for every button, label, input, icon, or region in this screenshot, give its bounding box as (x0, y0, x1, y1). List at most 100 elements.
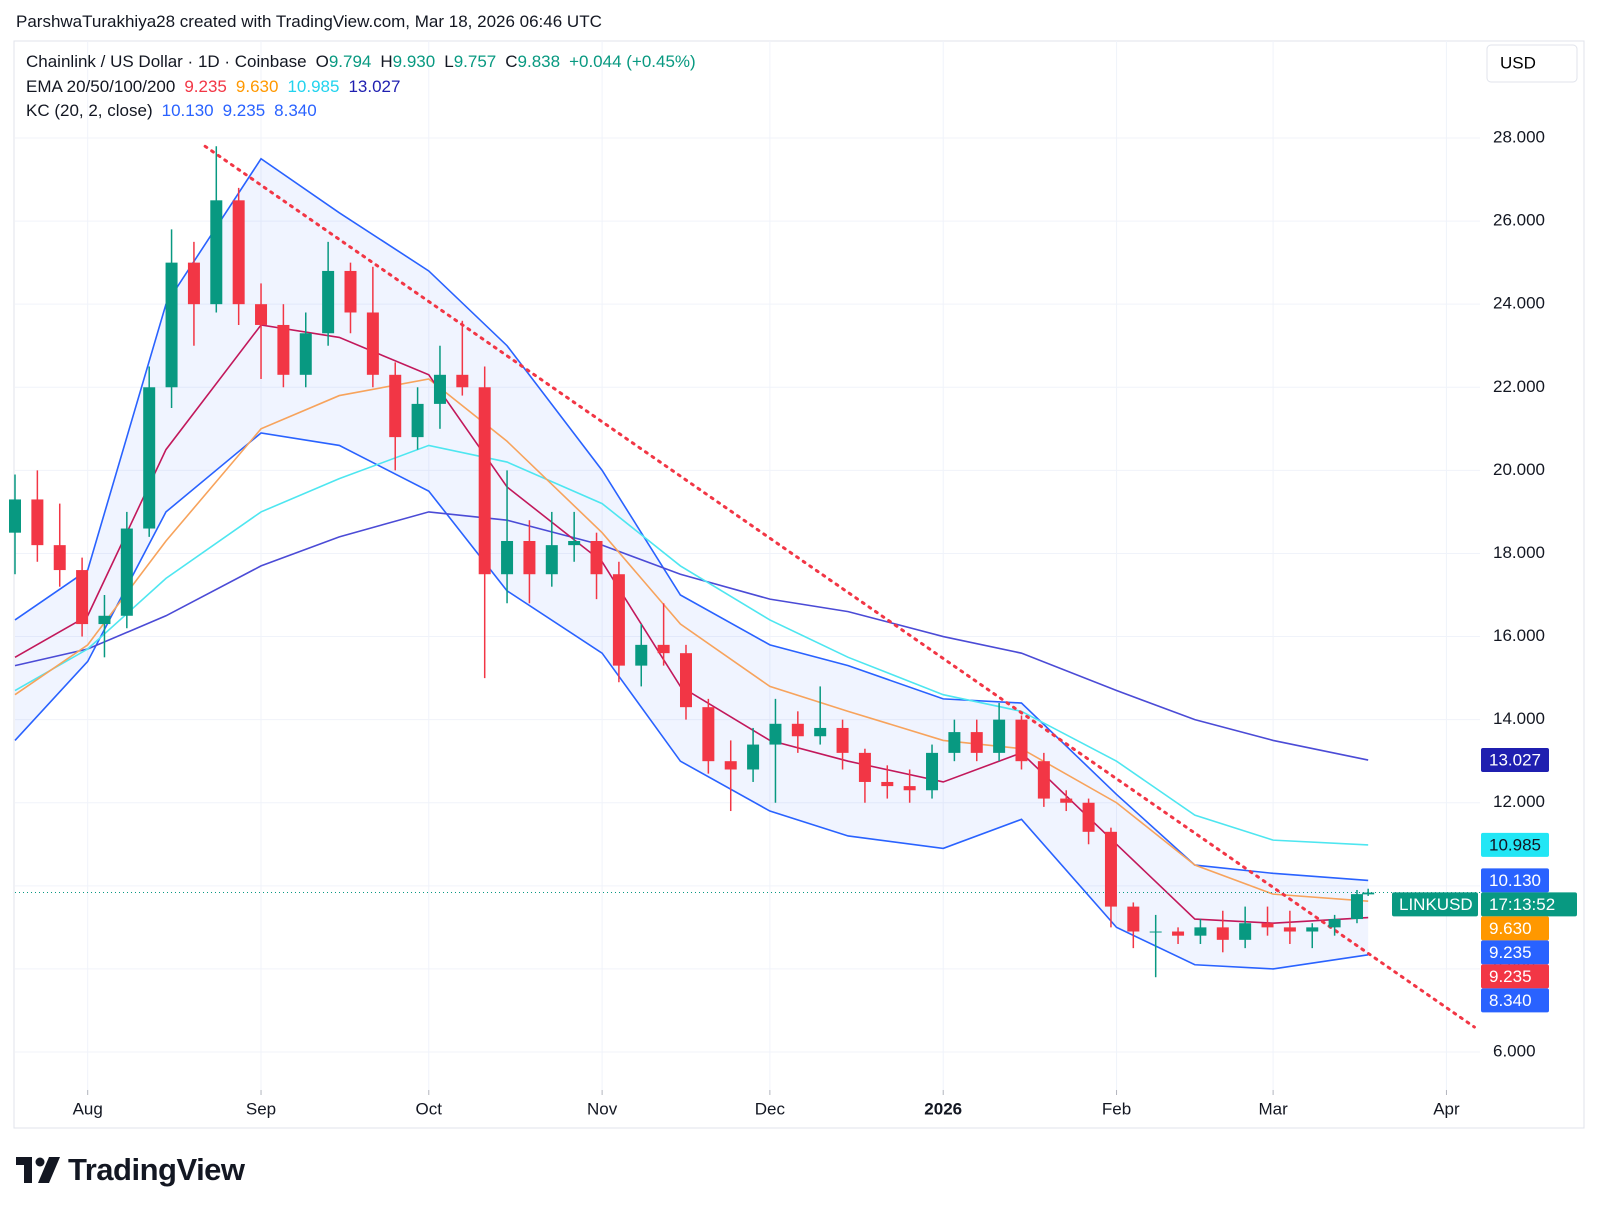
candle-body (523, 540, 536, 575)
caption: ParshwaTurakhiya28 created with TradingV… (16, 12, 602, 31)
candle-body (881, 781, 894, 787)
y-tick-label: 22.000 (1493, 377, 1545, 396)
axes: 6.0008.00010.00012.00014.00016.00018.000… (73, 127, 1577, 1118)
candle-body (31, 499, 44, 546)
ema-value: 13.027 (348, 76, 401, 96)
candle-body (590, 540, 603, 575)
candle-body (53, 545, 66, 571)
price-label: 8.340 (1481, 988, 1549, 1013)
indicator-line (14, 378, 1369, 902)
y-tick-label: 26.000 (1493, 211, 1545, 230)
candle-body (433, 374, 446, 404)
candle-body (1037, 761, 1050, 799)
candle-body (1060, 798, 1073, 803)
logo-text: TradingView (68, 1152, 245, 1187)
candle-body (120, 528, 133, 616)
candle-body (143, 387, 156, 529)
change: +0.044 (+0.45%) (569, 52, 696, 71)
kc-value: 8.340 (274, 101, 317, 120)
candle-body (926, 752, 939, 791)
x-tick-label: Feb (1102, 1099, 1131, 1118)
x-tick-label: Dec (755, 1099, 786, 1118)
candle-body (9, 499, 21, 533)
ohlc-item: L 9.757 (444, 50, 496, 75)
candle-body (1283, 927, 1296, 932)
ohlc-key: C (505, 52, 518, 71)
currency-box[interactable] (1486, 44, 1578, 83)
currency[interactable]: USD (1500, 53, 1536, 72)
candle-body (98, 615, 111, 625)
ohlc-key: H (380, 52, 393, 71)
price-label: 9.235 (1481, 940, 1549, 965)
price-label-text: 9.235 (1489, 943, 1532, 962)
candle-body (478, 387, 491, 575)
trendline (203, 144, 1476, 1029)
ohlc-key: L (444, 52, 454, 71)
candle-body (1194, 927, 1207, 936)
candle-body (366, 312, 379, 375)
indicator-line (14, 444, 1369, 846)
candle-body (970, 732, 983, 753)
y-tick-label: 12.000 (1493, 792, 1545, 811)
ema-value: 9.630 (235, 76, 279, 96)
candle-body (635, 644, 648, 666)
candle-body (702, 707, 715, 762)
candle-body (679, 653, 692, 708)
price-label-box (1481, 964, 1549, 989)
candle-body (411, 403, 424, 438)
candle-body (568, 540, 581, 546)
price-label-text: 9.235 (1489, 967, 1532, 986)
price-label: 10.985 (1481, 832, 1549, 857)
price-label-text: 17:13:52 (1489, 895, 1555, 914)
kc-name: KC (20, 2, close) (26, 101, 153, 120)
y-tick-label: 20.000 (1493, 460, 1545, 479)
y-tick-label: 16.000 (1493, 626, 1545, 645)
candle-body (255, 304, 268, 325)
candle-body (344, 270, 357, 313)
candle-body (724, 761, 737, 770)
price-label-box (1481, 916, 1549, 941)
price-label-box (1481, 892, 1577, 917)
candle-body (1362, 892, 1375, 895)
y-tick-label: 6.000 (1493, 1041, 1536, 1060)
price-label-name: LINKUSD (1399, 895, 1473, 914)
candle-body (1127, 906, 1140, 932)
candle-body (948, 732, 961, 753)
keltner-band (15, 158, 1369, 969)
price-label: LINKUSD 17:13:52 (1392, 892, 1577, 917)
chart-frame (13, 40, 1585, 1129)
symbol-row: Chainlink / US Dollar · 1D · Coinbase O 9… (26, 50, 696, 75)
candle-body (322, 270, 335, 334)
ema-value: 10.985 (287, 76, 340, 96)
candle-body (1104, 831, 1117, 907)
candle-body (814, 727, 827, 737)
price-label-text: 8.340 (1489, 991, 1532, 1010)
ohlc-value: 9.930 (392, 52, 436, 71)
kc-value: 10.130 (161, 101, 214, 120)
candle-body (747, 744, 760, 770)
x-tick-label: 2026 (924, 1099, 962, 1118)
ohlc-value: 9.838 (517, 52, 561, 71)
price-label-box (1481, 868, 1549, 893)
price-label: 10.130 (1481, 868, 1549, 893)
logo-icon (16, 1157, 60, 1183)
candle-body (1172, 931, 1185, 936)
indicator-line (14, 157, 1369, 882)
legend: Chainlink / US Dollar · 1D · Coinbase O 9… (26, 50, 696, 124)
candle-body (791, 723, 804, 737)
candle-body (836, 727, 849, 753)
y-tick-label: 14.000 (1493, 709, 1545, 728)
candle-body (1350, 894, 1363, 920)
symbol: Chainlink / US Dollar · 1D · Coinbase (26, 52, 307, 71)
ohlc-key: O (315, 52, 329, 71)
indicator-line (14, 511, 1369, 761)
footer: TradingView (16, 1152, 245, 1188)
x-tick-label: Mar (1258, 1099, 1288, 1118)
y-tick-label: 28.000 (1493, 127, 1545, 146)
candle-body (1239, 923, 1252, 940)
price-label-box (1481, 988, 1549, 1013)
candle-body (501, 540, 514, 575)
candle-body (165, 262, 178, 388)
